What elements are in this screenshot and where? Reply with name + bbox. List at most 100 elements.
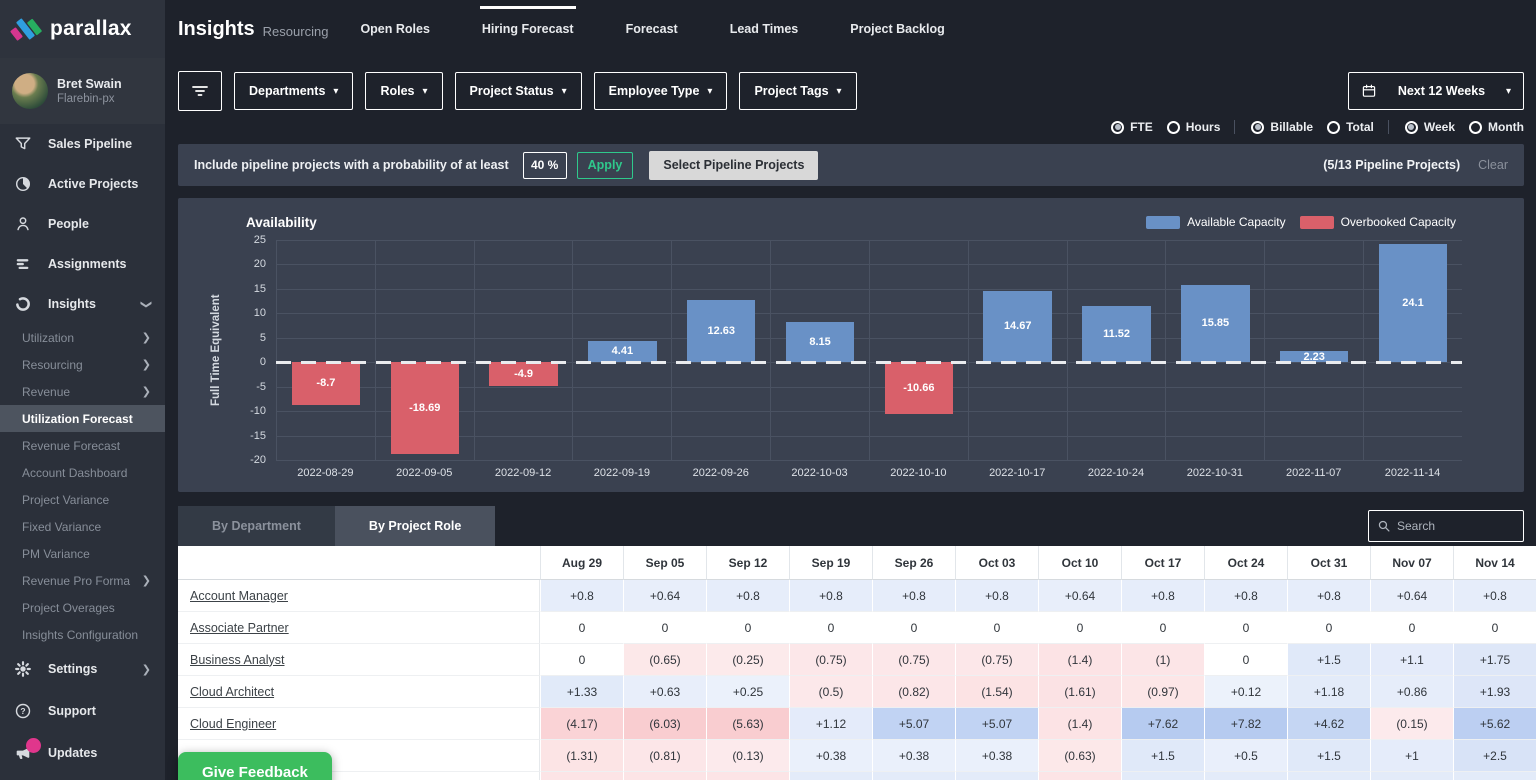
radio-icon — [1404, 120, 1418, 134]
departments-dropdown[interactable]: Departments ▾ — [234, 72, 354, 110]
project-tags-dropdown[interactable]: Project Tags ▾ — [739, 72, 857, 110]
megaphone-icon — [14, 738, 41, 763]
sidebar-subitem-insights-configuration[interactable]: Insights Configuration — [0, 621, 165, 648]
sidebar-subitem-project-overages[interactable]: Project Overages — [0, 594, 165, 621]
value-cell: (1.54) — [955, 676, 1038, 708]
bar-value-label: 11.52 — [1103, 328, 1130, 341]
role-link-cloud-engineer[interactable]: Cloud Engineer — [190, 716, 277, 731]
apply-button[interactable]: Apply — [576, 151, 634, 179]
pie-icon — [14, 174, 34, 194]
user-org: Flarebin-px — [57, 93, 115, 105]
table-tab-by-project-role[interactable]: By Project Role — [334, 506, 496, 546]
date-range-dropdown[interactable]: Next 12 Weeks ▾ — [1348, 72, 1524, 110]
radio-total[interactable]: Total — [1327, 120, 1374, 134]
sidebar-subitem-fixed-variance[interactable]: Fixed Variance — [0, 513, 165, 540]
sidebar-item-updates[interactable]: Updates — [0, 732, 165, 774]
role-link-associate-partner[interactable]: Associate Partner — [190, 620, 289, 635]
value-cell: (1.61) — [1038, 676, 1121, 708]
roles-dropdown[interactable]: Roles ▾ — [365, 72, 443, 110]
sidebar-subitem-resourcing[interactable]: Resourcing ❯ — [0, 351, 165, 378]
tab-project-backlog[interactable]: Project Backlog — [850, 22, 945, 36]
sidebar-subitem-label: Utilization — [22, 330, 75, 345]
radio-month[interactable]: Month — [1469, 120, 1524, 134]
row-label-cell: Cloud Engineer — [178, 708, 540, 740]
value-cell: +0.8 — [1121, 580, 1204, 612]
app-logo[interactable]: parallax — [0, 0, 165, 58]
pipeline-summary: (5/13 Pipeline Projects) — [1323, 158, 1461, 172]
toggle-group-billable: Billable Total — [1234, 120, 1374, 134]
sidebar-item-settings[interactable]: Settings ❯ — [0, 648, 165, 690]
avatar — [12, 73, 48, 109]
radio-billable[interactable]: Billable — [1251, 120, 1313, 134]
sidebar-item-support[interactable]: ? Support — [0, 690, 165, 732]
probability-input[interactable] — [522, 151, 567, 179]
filter-row: Departments ▾ Roles ▾ Project Status ▾ Employe… — [178, 71, 1524, 111]
chevron-down-icon: ▾ — [836, 85, 842, 97]
sidebar-item-active-projects[interactable]: Active Projects — [0, 164, 165, 204]
pipeline-label: Include pipeline projects with a probabi… — [194, 158, 509, 172]
value-cell: +1.5 — [1287, 740, 1370, 772]
dropdown-label: Project Tags — [754, 84, 829, 98]
role-link-cloud-architect[interactable]: Cloud Architect — [190, 684, 275, 699]
search-box[interactable] — [1368, 510, 1524, 542]
tab-lead-times[interactable]: Lead Times — [729, 22, 799, 36]
value-cell — [1287, 772, 1370, 780]
chart-column: 4.41 — [572, 240, 671, 460]
value-cell: (1.31) — [540, 740, 623, 772]
radio-hours[interactable]: Hours — [1166, 120, 1220, 134]
header-tabs: Open Roles Hiring Forecast Forecast Lead Ti… — [358, 6, 946, 40]
bar-value-label: -18.69 — [409, 401, 441, 414]
value-cell: +0.38 — [872, 740, 955, 772]
sidebar-subitem-revenue[interactable]: Revenue ❯ — [0, 378, 165, 405]
sidebar-subitem-project-variance[interactable]: Project Variance — [0, 486, 165, 513]
radio-fte[interactable]: FTE — [1111, 120, 1153, 134]
value-cell — [955, 772, 1038, 780]
sidebar-subitem-utilization-forecast[interactable]: Utilization Forecast — [0, 405, 165, 432]
filter-button[interactable] — [178, 71, 222, 111]
row-label-cell — [178, 772, 540, 780]
value-cell: 0 — [1038, 612, 1121, 644]
sidebar-nav: Sales Pipeline Active Projects People Assig… — [0, 124, 165, 780]
value-cell: +0.38 — [789, 740, 872, 772]
chart-column: -18.69 — [374, 240, 474, 460]
x-tick-label: 2022-10-17 — [989, 467, 1046, 479]
radio-week[interactable]: Week — [1404, 120, 1455, 134]
tab-forecast[interactable]: Forecast — [625, 22, 678, 36]
sidebar-item-insights[interactable]: Insights ❯ — [0, 284, 165, 324]
y-tick: 10 — [253, 307, 266, 320]
search-input[interactable] — [1397, 519, 1515, 533]
x-tick-label: 2022-10-24 — [1087, 467, 1145, 479]
sidebar-subitem-revenue-pro-forma[interactable]: Revenue Pro Forma ❯ — [0, 567, 165, 594]
value-cell: +0.8 — [955, 580, 1038, 612]
project-status-dropdown[interactable]: Project Status ▾ — [454, 72, 582, 110]
sidebar-item-label: Assignments — [48, 257, 127, 271]
value-cell: 0 — [1287, 612, 1370, 644]
chart-column: -10.66 — [868, 240, 968, 460]
row-label-cell: Cloud Architect — [178, 676, 540, 708]
sidebar-subitem-label: Resourcing — [22, 357, 83, 372]
sidebar-item-assignments[interactable]: Assignments — [0, 244, 165, 284]
sidebar-item-sales-pipeline[interactable]: Sales Pipeline — [0, 124, 165, 164]
sidebar-subitem-pm-variance[interactable]: PM Variance — [0, 540, 165, 567]
tab-hiring-forecast[interactable]: Hiring Forecast — [479, 6, 576, 40]
sidebar-item-people[interactable]: People — [0, 204, 165, 244]
sidebar-subitem-utilization[interactable]: Utilization ❯ — [0, 324, 165, 351]
sidebar: parallax Bret Swain Flarebin-px Sales Pi… — [0, 0, 165, 780]
chart-column: 12.63 — [671, 240, 770, 460]
chart-title: Availability — [246, 214, 317, 230]
value-cell: (1.4) — [1038, 644, 1121, 676]
value-cell: +2.5 — [1453, 740, 1536, 772]
tab-open-roles[interactable]: Open Roles — [360, 22, 430, 36]
employee-type-dropdown[interactable]: Employee Type ▾ — [593, 72, 728, 110]
sidebar-subitem-label: Revenue Forecast — [22, 438, 121, 453]
clear-link[interactable]: Clear — [1478, 158, 1508, 172]
role-link-business-analyst[interactable]: Business Analyst — [190, 652, 285, 667]
role-link-account-manager[interactable]: Account Manager — [190, 588, 288, 603]
table-tab-bar: By Department By Project Role — [178, 506, 1524, 546]
give-feedback-button[interactable]: Give Feedback — [178, 752, 332, 780]
sidebar-subitem-revenue-forecast[interactable]: Revenue Forecast — [0, 432, 165, 459]
table-tab-by-department[interactable]: By Department — [178, 506, 335, 546]
select-pipeline-projects-button[interactable]: Select Pipeline Projects — [649, 150, 819, 180]
user-profile[interactable]: Bret Swain Flarebin-px — [0, 58, 165, 124]
sidebar-subitem-account-dashboard[interactable]: Account Dashboard — [0, 459, 165, 486]
